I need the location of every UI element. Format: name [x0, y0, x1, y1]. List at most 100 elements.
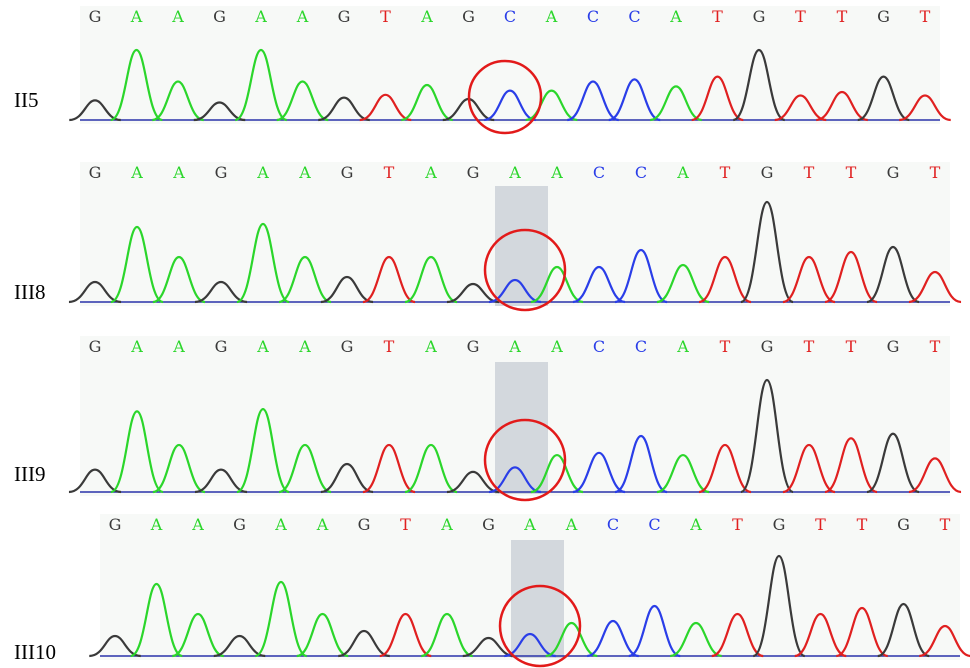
trace-peak [656, 263, 710, 304]
base-call-letter: A [130, 163, 143, 182]
trace-peak [420, 612, 474, 658]
trace-peak [318, 96, 370, 122]
base-call-letter: C [635, 163, 647, 182]
trace-peak [276, 80, 329, 122]
base-call-letter: T [712, 7, 723, 26]
trace-peak [110, 410, 164, 494]
base-call-letter: C [628, 7, 640, 26]
trace-peak [484, 89, 536, 122]
trace-peak [866, 245, 920, 304]
base-call-letter: A [508, 337, 521, 356]
trace-peak [691, 75, 744, 122]
trace-peak [320, 462, 374, 494]
trace-peak [572, 265, 626, 304]
trace-peak [130, 582, 183, 658]
trace-peak [194, 468, 248, 494]
trace-peak [899, 94, 951, 122]
trace-peak [151, 80, 205, 122]
base-call-letter: T [384, 163, 395, 182]
trace-peak [782, 443, 836, 494]
trace-peak [572, 451, 626, 494]
base-call-letter: G [213, 7, 226, 26]
base-call-letter: A [172, 163, 185, 182]
base-call-letter: T [857, 515, 868, 534]
trace-peak [656, 453, 710, 494]
trace-peak [824, 437, 878, 494]
base-call-letter: A [130, 7, 143, 26]
panel-label-iii8: III8 [14, 280, 46, 304]
base-call-letter: T [720, 163, 731, 182]
variant-circle [483, 418, 567, 502]
panel-label-ii5: II5 [14, 88, 39, 112]
trace-peak [68, 280, 122, 304]
trace-peak [919, 624, 970, 658]
base-call-letter: C [504, 7, 516, 26]
trace-peak [488, 466, 542, 494]
trace-peak [711, 612, 764, 658]
base-call-letter: A [254, 7, 267, 26]
trace-peak [794, 612, 847, 658]
trace-peak [669, 621, 723, 658]
trace-peak [740, 378, 794, 494]
base-call-letter: G [877, 7, 890, 26]
trace-peak [866, 432, 920, 494]
trace-peak [359, 93, 412, 122]
trace-peak [404, 443, 458, 494]
base-call-letter: A [274, 515, 287, 534]
base-call-letter: C [607, 515, 619, 534]
trace-peak [362, 443, 416, 494]
base-call-letter: G [753, 7, 766, 26]
base-call-letter: T [804, 163, 815, 182]
base-call-letter: G [341, 337, 354, 356]
trace-peak [362, 255, 416, 304]
base-call-letter: G [358, 515, 371, 534]
base-call-letter: T [720, 337, 731, 356]
base-call-letter: C [587, 7, 599, 26]
base-call-letter: G [109, 515, 122, 534]
panel-label-iii9: III9 [14, 462, 46, 486]
base-call-letter: A [676, 163, 689, 182]
trace-peak [338, 629, 390, 658]
base-call-letter: G [761, 337, 774, 356]
trace-peak [236, 222, 290, 304]
trace-peak [504, 632, 556, 658]
trace-peak [152, 443, 206, 494]
base-call-letter: G [341, 163, 354, 182]
base-call-letter: C [593, 163, 605, 182]
base-call-letter: A [424, 337, 437, 356]
trace-peak [152, 255, 206, 304]
trace-peak [628, 604, 681, 658]
trace-peak [586, 619, 640, 658]
base-call-letter: T [732, 515, 743, 534]
trace-peak [774, 94, 827, 122]
base-call-letter: G [89, 337, 102, 356]
base-call-letter: A [420, 7, 433, 26]
trace-peak [530, 265, 584, 304]
trace-peak [816, 90, 868, 122]
base-call-letter: A [669, 7, 682, 26]
base-call-letter: T [846, 163, 857, 182]
base-call-letter: C [635, 337, 647, 356]
trace-peak [698, 255, 752, 304]
base-call-letter: A [256, 337, 269, 356]
trace-peak [379, 612, 432, 658]
base-call-letter: G [897, 515, 910, 534]
base-call-letter: A [565, 515, 578, 534]
trace-peak [732, 48, 786, 122]
trace-peak [488, 278, 542, 304]
base-call-letter: C [593, 337, 605, 356]
trace-peak [254, 580, 308, 658]
base-call-letter: G [462, 7, 475, 26]
trace-peak [649, 85, 703, 122]
base-call-letter: T [380, 7, 391, 26]
base-call-letter: T [400, 515, 411, 534]
variant-circle [483, 228, 567, 312]
base-call-letter: A [298, 163, 311, 182]
base-call-letter: G [338, 7, 351, 26]
base-call-letter: G [761, 163, 774, 182]
base-call-letter: G [773, 515, 786, 534]
base-call-letter: A [316, 515, 329, 534]
